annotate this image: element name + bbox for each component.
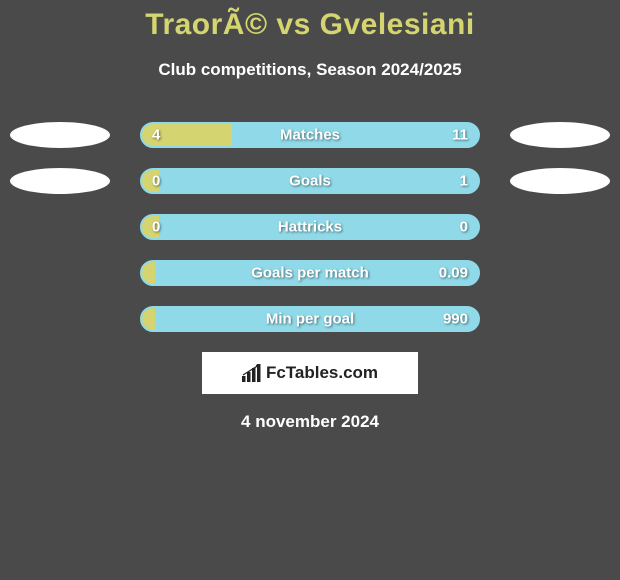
stat-right-value: 0.09 bbox=[439, 265, 468, 282]
stat-rows: 4 Matches 11 0 Goals 1 0 Hattricks 0 Goals per ma… bbox=[0, 122, 620, 332]
stat-left-value: 0 bbox=[152, 173, 160, 190]
stat-row: Goals per match 0.09 bbox=[0, 260, 620, 286]
stat-bar: 4 Matches 11 bbox=[140, 122, 480, 148]
subtitle: Club competitions, Season 2024/2025 bbox=[0, 60, 620, 80]
stat-row: 0 Hattricks 0 bbox=[0, 214, 620, 240]
stat-row: 4 Matches 11 bbox=[0, 122, 620, 148]
bars-icon bbox=[242, 364, 262, 382]
page-title: TraorÃ© vs Gvelesiani bbox=[0, 8, 620, 42]
left-ellipse-icon bbox=[10, 168, 110, 194]
stat-label: Matches bbox=[280, 127, 340, 144]
stat-label: Min per goal bbox=[266, 311, 354, 328]
stat-bar: Min per goal 990 bbox=[140, 306, 480, 332]
right-ellipse-icon bbox=[510, 168, 610, 194]
stat-right-value: 0 bbox=[460, 219, 468, 236]
comparison-widget: TraorÃ© vs Gvelesiani Club competitions,… bbox=[0, 0, 620, 432]
stat-row: 0 Goals 1 bbox=[0, 168, 620, 194]
logo-box[interactable]: FcTables.com bbox=[202, 352, 418, 394]
stat-bar-fill bbox=[142, 308, 155, 330]
stat-bar: 0 Goals 1 bbox=[140, 168, 480, 194]
right-ellipse-icon bbox=[510, 122, 610, 148]
stat-bar-fill bbox=[142, 262, 155, 284]
stat-right-value: 1 bbox=[460, 173, 468, 190]
stat-left-value: 0 bbox=[152, 219, 160, 236]
stat-left-value: 4 bbox=[152, 127, 160, 144]
stat-bar: Goals per match 0.09 bbox=[140, 260, 480, 286]
stat-label: Goals bbox=[289, 173, 331, 190]
logo-text: FcTables.com bbox=[266, 363, 378, 383]
stat-row: Min per goal 990 bbox=[0, 306, 620, 332]
date: 4 november 2024 bbox=[0, 412, 620, 432]
stat-bar: 0 Hattricks 0 bbox=[140, 214, 480, 240]
stat-right-value: 990 bbox=[443, 311, 468, 328]
stat-label: Goals per match bbox=[251, 265, 369, 282]
stat-right-value: 11 bbox=[452, 127, 468, 144]
stat-label: Hattricks bbox=[278, 219, 342, 236]
left-ellipse-icon bbox=[10, 122, 110, 148]
